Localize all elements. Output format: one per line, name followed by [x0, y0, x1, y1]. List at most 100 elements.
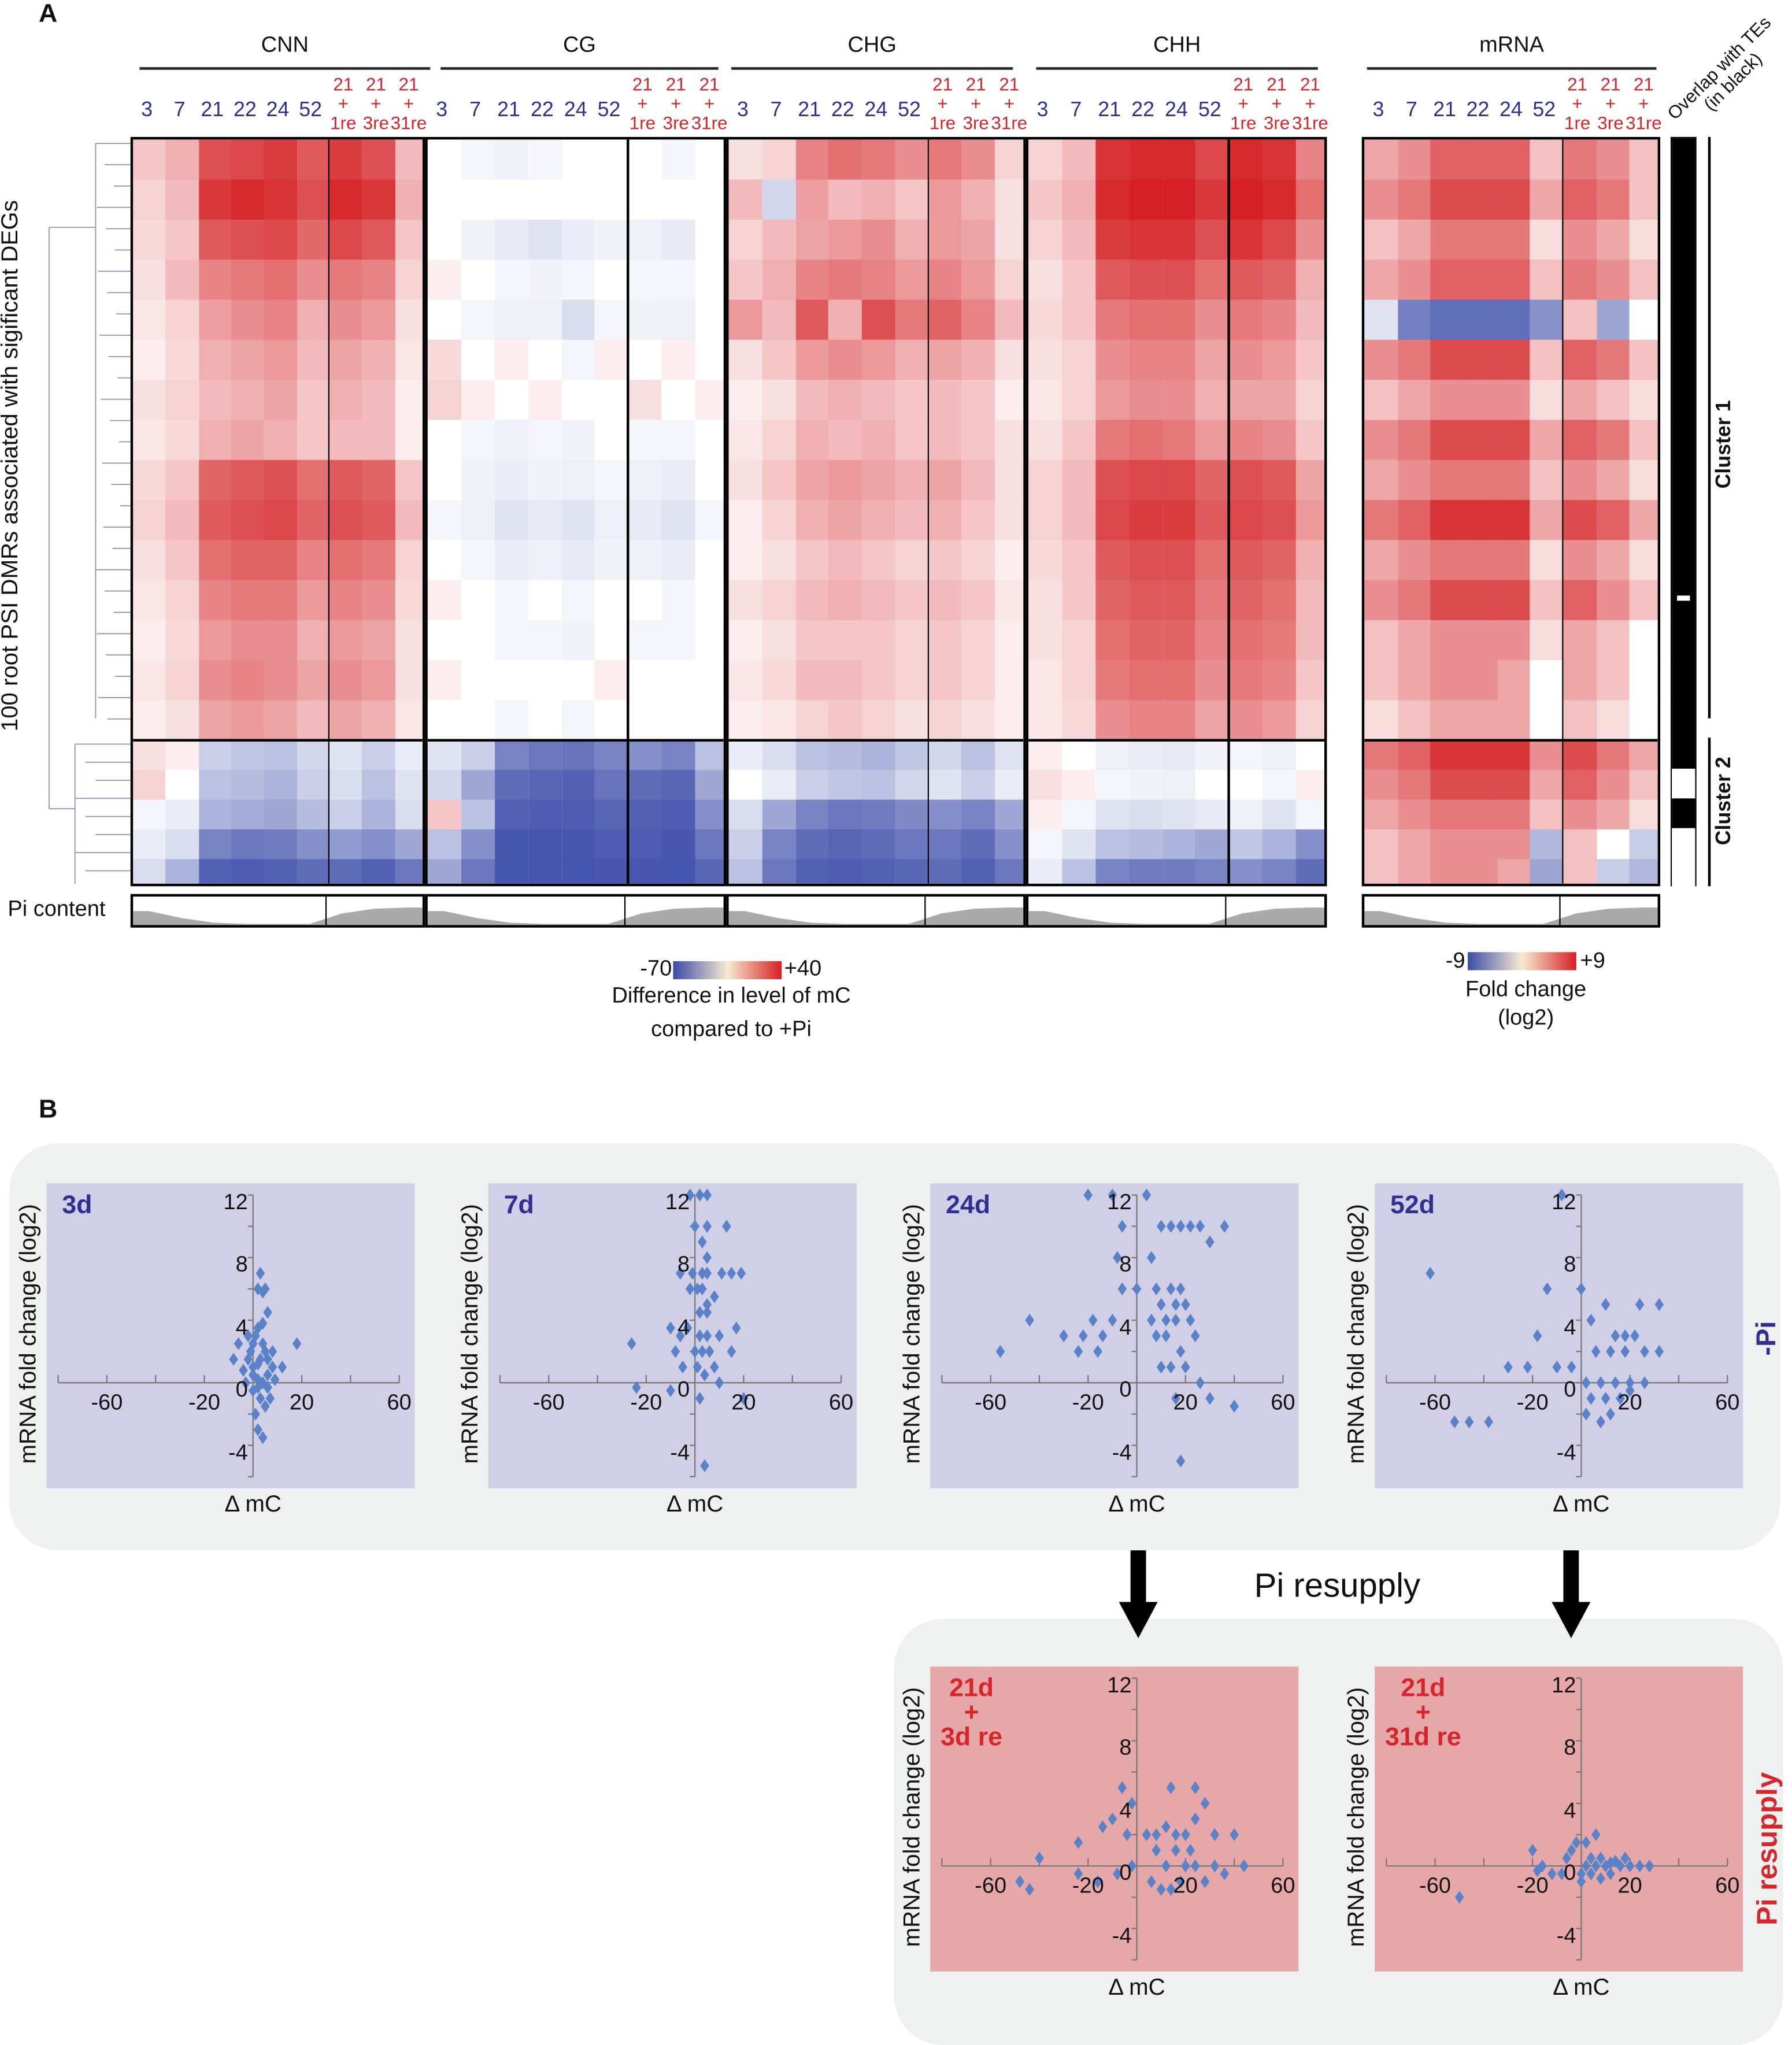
heatmap-cell: [661, 740, 697, 771]
heatmap-cell: [165, 620, 199, 661]
heatmap-cell: [862, 499, 897, 541]
scatter-point: [258, 1317, 268, 1330]
column-label-part: +: [1271, 92, 1282, 114]
scatter-point: [1635, 1859, 1645, 1873]
scatter-svg: [499, 1188, 842, 1477]
heatmap-cell: [1596, 179, 1631, 221]
heatmap-cell: [1195, 540, 1230, 581]
heatmap-cell: [1296, 580, 1324, 621]
heatmap-cell: [264, 299, 298, 341]
scatter-point: [722, 1220, 731, 1233]
heatmap-cell: [133, 620, 167, 661]
column-label-part: 21: [1300, 73, 1320, 95]
heatmap-cell: [1095, 219, 1130, 261]
heatmap-cell: [928, 620, 963, 661]
heatmap-cell: [1630, 260, 1658, 301]
heatmap-cell: [895, 499, 930, 541]
pi-content-area: [1028, 907, 1324, 925]
column-label-part: 3re: [1597, 112, 1624, 134]
heatmap-cell: [695, 460, 724, 501]
heatmap-cell: [961, 420, 996, 461]
y-tick-label: 4: [1119, 1798, 1132, 1823]
heatmap-cell: [528, 219, 562, 261]
heatmap-cell: [1530, 179, 1564, 221]
heatmap-cell: [362, 620, 396, 661]
heatmap-cell: [1563, 380, 1598, 421]
heatmap-cell: [795, 859, 830, 884]
heatmap-cell: [165, 499, 199, 541]
x-tick-label: 60: [1715, 1390, 1740, 1416]
heatmap-cell: [1364, 219, 1398, 261]
heatmap-cell: [1262, 139, 1297, 181]
y-tick-label: 8: [677, 1252, 690, 1277]
scatter-point: [1190, 1812, 1200, 1826]
heatmap-cell: [828, 499, 863, 541]
column-label-resupply: 21 +1re: [1561, 75, 1594, 134]
heatmap-cell: [395, 770, 423, 801]
column-label-part: 21: [699, 73, 720, 95]
heatmap-cell: [1596, 339, 1631, 381]
heatmap-cell: [461, 339, 495, 381]
heatmap-cell: [762, 260, 797, 301]
heatmap-cell: [795, 580, 830, 621]
column-label: 7: [1070, 99, 1082, 122]
heatmap-cell: [1464, 580, 1498, 621]
heatmap-cell: [561, 700, 596, 742]
heatmap-cell: [762, 219, 797, 261]
heatmap-cell: [1195, 420, 1230, 461]
column-label-part: +: [937, 92, 948, 114]
heatmap-cell: [264, 620, 298, 661]
heatmap-cell: [1630, 299, 1658, 341]
heatmap-cell: [165, 859, 199, 884]
heatmap-cell: [1364, 499, 1398, 541]
heatmap-cell: [1128, 700, 1163, 742]
heatmap-cell: [1229, 260, 1264, 301]
scatter-svg: [1386, 1677, 1728, 1961]
heatmap-cell: [862, 580, 897, 621]
meth-legend-title: Difference in level of mC: [612, 983, 851, 1008]
heatmap-cell: [427, 700, 462, 742]
heatmap-cell: [362, 139, 396, 181]
column-label-resupply: 21 +3re: [960, 75, 992, 134]
scatter-point: [688, 1266, 697, 1280]
group-header-cnn: CNN: [261, 32, 309, 57]
heatmap-cell: [165, 829, 199, 860]
heatmap-cell: [1095, 829, 1130, 860]
heatmap-cell: [1530, 219, 1564, 261]
heatmap-cell: [1162, 420, 1197, 461]
heatmap-cell: [795, 799, 830, 831]
heatmap-cell: [862, 770, 897, 801]
heatmap-cell: [1630, 179, 1658, 221]
y-axis-label: mRNA fold change (log2): [1343, 1687, 1369, 1947]
heatmap-cell: [1563, 499, 1598, 541]
heatmap-cell: [661, 770, 697, 801]
heatmap-cell: [628, 660, 663, 701]
scatter-point: [1117, 1282, 1127, 1296]
heatmap-cell: [1563, 620, 1598, 661]
heatmap-cell: [1061, 829, 1097, 860]
scatter-point: [277, 1361, 287, 1374]
heatmap-cell: [1497, 620, 1531, 661]
heatmap-cell: [1464, 339, 1498, 381]
heatmap-cell: [1364, 660, 1398, 701]
scatter-point: [1484, 1415, 1494, 1429]
heatmap-cell: [231, 660, 265, 701]
heatmap-cell: [595, 770, 630, 801]
heatmap-cell: [494, 540, 529, 581]
heatmap-cell: [561, 770, 596, 801]
heatmap-cell: [1162, 700, 1197, 742]
heatmap-cell: [1630, 380, 1658, 421]
te-overlap-gap: [1677, 595, 1690, 601]
heatmap-cell: [795, 460, 830, 501]
heatmap-cell: [461, 139, 495, 181]
heatmap-cell: [1262, 770, 1297, 801]
heatmap-cell: [1028, 829, 1063, 860]
scatter-point: [1190, 1329, 1200, 1343]
heatmap-cell: [561, 660, 596, 701]
y-tick-label: -4: [228, 1440, 248, 1465]
heatmap-cell: [595, 700, 630, 742]
heatmap-cell: [427, 339, 462, 381]
heatmap-cell: [231, 770, 265, 801]
x-axis-label: Δ mC: [666, 1491, 724, 1517]
column-label-part: 21: [1633, 73, 1654, 95]
